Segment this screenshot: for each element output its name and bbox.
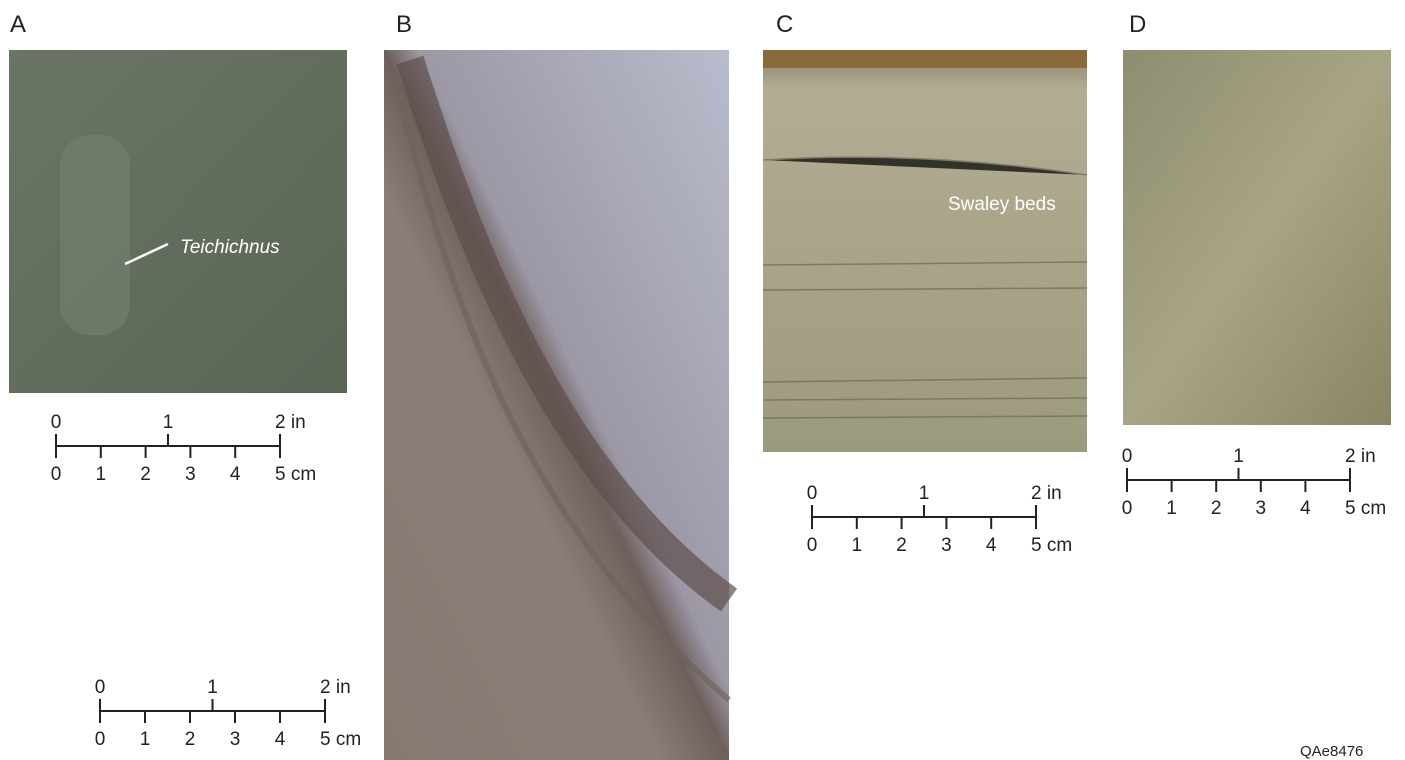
cm-label: 1 bbox=[140, 729, 151, 750]
cm-label: 5 cm bbox=[320, 729, 361, 750]
cm-label: 4 bbox=[986, 535, 997, 556]
inch-label: 1 bbox=[207, 677, 218, 698]
inch-label: 2 in bbox=[1345, 446, 1376, 467]
cm-label: 2 bbox=[140, 464, 151, 485]
annotation: Teichichnus bbox=[180, 237, 280, 258]
panel-label: C bbox=[776, 11, 793, 38]
cm-label: 1 bbox=[96, 464, 107, 485]
cm-label: 2 bbox=[1211, 498, 1222, 519]
cm-label: 5 cm bbox=[1345, 498, 1386, 519]
inch-label: 0 bbox=[807, 483, 818, 504]
cm-label: 2 bbox=[896, 535, 907, 556]
inch-label: 1 bbox=[1233, 446, 1244, 467]
inch-label: 0 bbox=[1122, 446, 1133, 467]
cm-label: 3 bbox=[185, 464, 196, 485]
inch-label: 2 in bbox=[1031, 483, 1062, 504]
photo-d bbox=[1123, 50, 1391, 425]
cm-label: 3 bbox=[230, 729, 241, 750]
photo-c-top bbox=[763, 50, 1087, 68]
cm-label: 1 bbox=[1166, 498, 1177, 519]
cm-label: 0 bbox=[51, 464, 62, 485]
inch-label: 1 bbox=[919, 483, 930, 504]
inch-label: 0 bbox=[95, 677, 106, 698]
cm-label: 0 bbox=[807, 535, 818, 556]
inch-label: 2 in bbox=[275, 412, 306, 433]
cm-label: 4 bbox=[275, 729, 286, 750]
annotation: Swaley beds bbox=[948, 194, 1056, 215]
inch-label: 0 bbox=[51, 412, 62, 433]
cm-label: 1 bbox=[852, 535, 863, 556]
panel-label: A bbox=[10, 11, 26, 38]
cm-label: 3 bbox=[1256, 498, 1267, 519]
cm-label: 4 bbox=[230, 464, 241, 485]
inch-label: 2 in bbox=[320, 677, 351, 698]
figure-id: QAe8476 bbox=[1300, 743, 1363, 760]
photo-c bbox=[763, 50, 1087, 452]
photo-a bbox=[9, 50, 347, 393]
cm-label: 4 bbox=[1300, 498, 1311, 519]
cm-label: 2 bbox=[185, 729, 196, 750]
cm-label: 0 bbox=[1122, 498, 1133, 519]
panel-label: D bbox=[1129, 11, 1146, 38]
inch-label: 1 bbox=[163, 412, 174, 433]
cm-label: 5 cm bbox=[275, 464, 316, 485]
figure: A B C D Teichichnus Swaley beds QAe8476 … bbox=[0, 0, 1405, 760]
cm-label: 0 bbox=[95, 729, 106, 750]
burrow bbox=[60, 135, 130, 335]
panel-label: B bbox=[396, 11, 412, 38]
cm-label: 5 cm bbox=[1031, 535, 1072, 556]
cm-label: 3 bbox=[941, 535, 952, 556]
